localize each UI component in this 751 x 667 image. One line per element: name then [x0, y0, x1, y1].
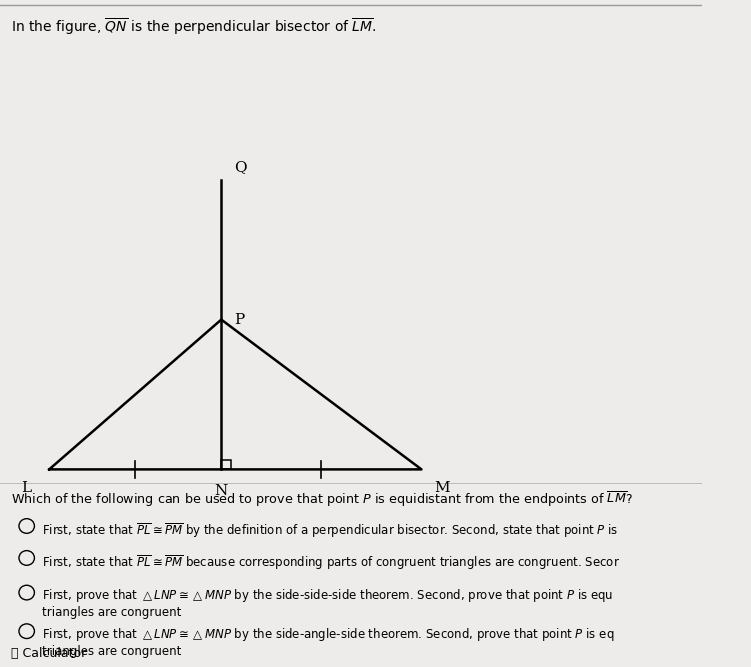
- Text: N: N: [215, 484, 228, 498]
- Text: First, state that $\overline{PL}\cong\overline{PM}$ because corresponding parts : First, state that $\overline{PL}\cong\ov…: [42, 553, 620, 572]
- Text: First, state that $\overline{PL}\cong\overline{PM}$ by the definition of a perpe: First, state that $\overline{PL}\cong\ov…: [42, 521, 619, 540]
- Text: In the figure, $\overline{QN}$ is the perpendicular bisector of $\overline{LM}$.: In the figure, $\overline{QN}$ is the pe…: [11, 17, 376, 37]
- Text: L: L: [22, 482, 32, 496]
- Text: 📷 Calculator: 📷 Calculator: [11, 648, 86, 660]
- Text: Q: Q: [234, 161, 246, 175]
- Text: P: P: [234, 313, 244, 327]
- Text: Which of the following can be used to prove that point $P$ is equidistant from t: Which of the following can be used to pr…: [11, 490, 632, 508]
- Text: M: M: [434, 482, 450, 496]
- Text: First, prove that $\triangle LNP\cong\triangle MNP$ by the side-angle-side theor: First, prove that $\triangle LNP\cong\tr…: [42, 626, 614, 658]
- Text: First, prove that $\triangle LNP\cong\triangle MNP$ by the side-side-side theore: First, prove that $\triangle LNP\cong\tr…: [42, 587, 614, 619]
